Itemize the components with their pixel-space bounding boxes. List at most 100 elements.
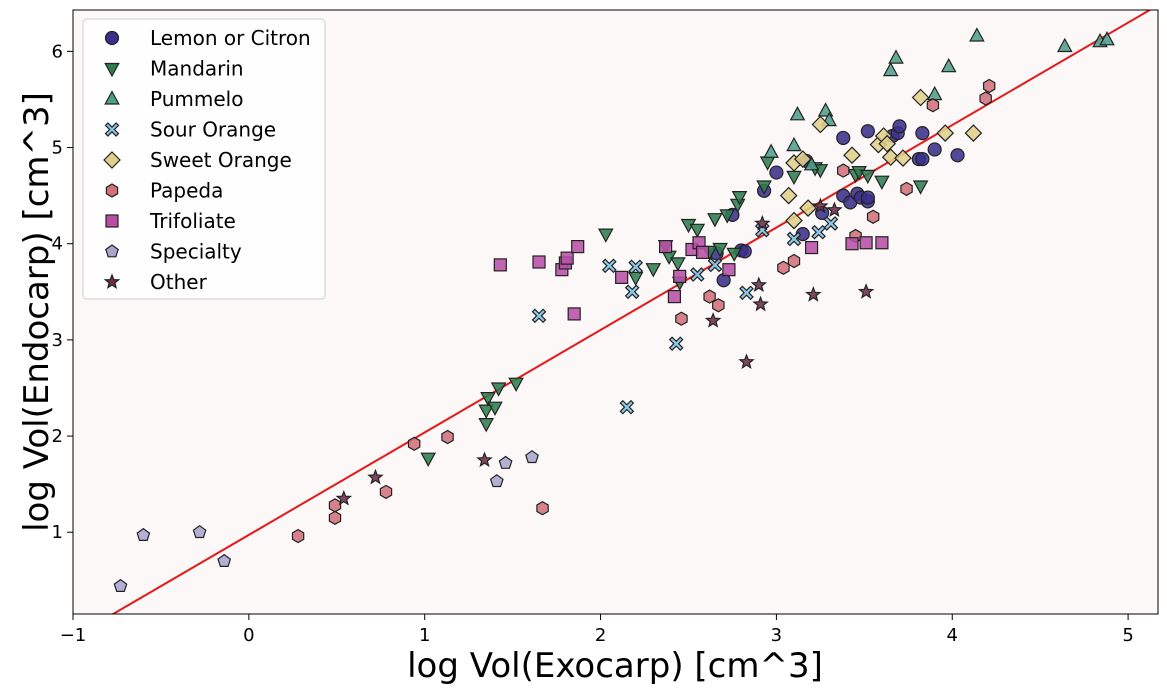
data-point — [707, 213, 723, 228]
data-point — [812, 197, 829, 214]
data-point — [532, 255, 546, 269]
data-point — [731, 191, 748, 206]
legend-marker — [105, 214, 119, 228]
data-point — [689, 223, 706, 239]
data-point — [940, 57, 957, 73]
x-tick-label: 0 — [243, 625, 254, 646]
x-axis-label: log Vol(Exocarp) [cm^3] — [407, 646, 823, 686]
data-point — [726, 247, 743, 263]
data-point — [379, 484, 393, 500]
data-point — [567, 307, 581, 321]
data-point — [407, 436, 421, 451]
data-point — [826, 201, 843, 218]
data-point — [525, 449, 539, 464]
data-point — [738, 353, 755, 370]
data-point — [779, 186, 798, 205]
data-point — [217, 553, 232, 568]
data-point — [712, 298, 725, 313]
data-point — [624, 284, 640, 300]
legend-label: Pummelo — [150, 87, 243, 111]
legend-label: Trifoliate — [149, 209, 236, 233]
data-point — [478, 418, 495, 433]
y-tick-label: 1 — [52, 522, 63, 543]
data-point — [836, 163, 850, 178]
data-point — [673, 269, 687, 284]
data-point — [857, 283, 875, 299]
data-point — [489, 474, 504, 488]
data-point — [911, 88, 930, 107]
data-point — [799, 199, 817, 217]
data-point — [667, 290, 682, 304]
y-tick-label: 5 — [52, 138, 63, 159]
data-point — [1056, 37, 1073, 53]
data-point — [291, 528, 305, 544]
legend: Lemon or Citron Mandarin Pummelo Sour Orang… — [82, 18, 326, 300]
y-tick-label: 3 — [52, 330, 63, 351]
legend-marker — [104, 62, 120, 78]
data-point — [859, 236, 873, 250]
fit-line — [111, 10, 1152, 614]
data-point — [752, 295, 769, 312]
data-point — [722, 263, 736, 277]
data-point — [478, 404, 495, 419]
data-point — [754, 214, 771, 231]
data-point — [420, 452, 437, 467]
data-point — [845, 237, 859, 251]
legend-label: Mandarin — [150, 57, 244, 81]
x-tick-label: 2 — [595, 625, 606, 646]
data-point — [490, 382, 507, 397]
data-point — [979, 91, 992, 106]
data-point — [866, 209, 880, 224]
data-point — [763, 143, 779, 158]
data-point — [836, 130, 851, 146]
data-point — [892, 119, 907, 134]
data-point — [704, 312, 722, 328]
data-point — [627, 271, 644, 287]
legend-label: Specialty — [150, 240, 242, 264]
x-tick-label: 1 — [419, 625, 430, 646]
data-point — [689, 267, 705, 282]
legend-label: Lemon or Citron — [150, 26, 311, 50]
data-point — [707, 257, 723, 273]
data-point — [750, 276, 768, 293]
data-point — [476, 451, 493, 468]
legend-marker — [105, 183, 119, 198]
data-point — [912, 180, 929, 195]
data-point — [927, 142, 942, 157]
data-point — [811, 224, 826, 240]
data-point — [982, 78, 996, 94]
data-point — [881, 148, 900, 167]
data-point — [926, 98, 940, 113]
data-point — [969, 27, 985, 42]
data-point — [645, 263, 662, 278]
x-tick-label: −1 — [60, 625, 87, 646]
data-point — [367, 468, 384, 485]
data-point — [192, 524, 207, 539]
data-point — [915, 126, 930, 141]
data-point — [670, 257, 686, 272]
data-point — [882, 61, 899, 77]
legend-marker — [104, 122, 120, 137]
data-point — [508, 377, 524, 392]
data-point — [787, 253, 801, 269]
data-point — [860, 124, 875, 139]
fit-line-layer — [111, 10, 1152, 614]
data-point — [860, 190, 875, 205]
data-point — [719, 209, 736, 224]
data-point — [628, 259, 644, 275]
data-point — [668, 336, 684, 352]
data-point — [878, 134, 897, 153]
data-point — [335, 489, 353, 506]
data-point — [480, 392, 496, 407]
data-point — [675, 311, 688, 326]
data-point — [756, 180, 772, 195]
legend-label: Sweet Orange — [150, 148, 292, 172]
data-point — [493, 258, 507, 272]
data-point — [874, 175, 890, 190]
legend-marker — [105, 244, 119, 258]
data-point — [859, 169, 876, 185]
data-point — [712, 242, 728, 258]
data-point — [804, 240, 819, 255]
x-tick-label: 5 — [1122, 625, 1133, 646]
